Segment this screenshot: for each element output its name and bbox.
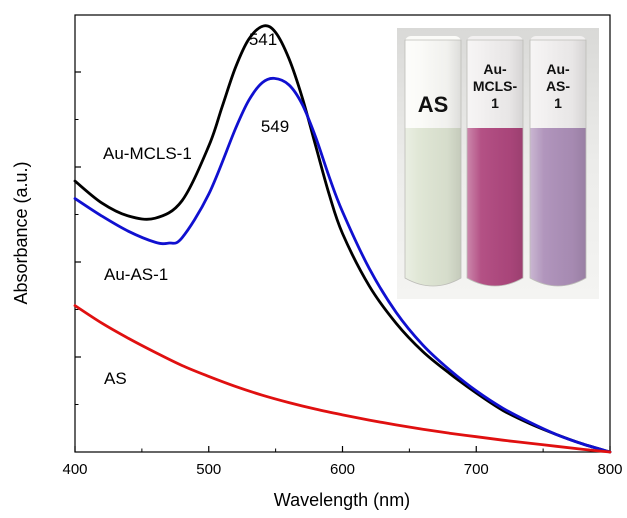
vial-label-text: Au-: [546, 61, 570, 77]
axis-ticks: [74, 71, 611, 452]
vial-label-text: 1: [491, 95, 499, 111]
vial-glass: [466, 39, 524, 287]
vial-label-text: AS-: [546, 78, 570, 94]
series-group: [73, 24, 612, 454]
y-axis-title: Absorbance (a.u.): [11, 161, 31, 304]
vial-2: Au-MCLS-1: [466, 36, 524, 287]
vial-label-text: AS: [418, 92, 449, 117]
peak-label-549: 549: [261, 117, 289, 136]
x-tick-label-400: 400: [62, 461, 87, 478]
peak-label-541: 541: [249, 30, 277, 49]
series-line-au-as-1: [73, 76, 612, 454]
x-tick-labels: 400 500 600 700 800: [62, 461, 622, 478]
vial-label-text: Au-: [483, 61, 507, 77]
series-label-as: AS: [104, 369, 127, 388]
series-label-au-mcls-1: Au-MCLS-1: [103, 144, 192, 163]
vial-3: Au-AS-1: [529, 36, 587, 287]
x-axis-title: Wavelength (nm): [274, 490, 410, 510]
vial-label-text: MCLS-: [473, 78, 518, 94]
vial-glass: [529, 39, 587, 287]
series-label-au-as-1: Au-AS-1: [104, 265, 168, 284]
series-line-as: [73, 304, 612, 454]
vial-label-text: 1: [554, 95, 562, 111]
vial-glass: [404, 39, 462, 287]
x-tick-label-500: 500: [196, 461, 221, 478]
vial-1: AS: [404, 36, 462, 287]
x-tick-label-600: 600: [330, 461, 355, 478]
x-tick-label-800: 800: [597, 461, 622, 478]
x-tick-label-700: 700: [464, 461, 489, 478]
